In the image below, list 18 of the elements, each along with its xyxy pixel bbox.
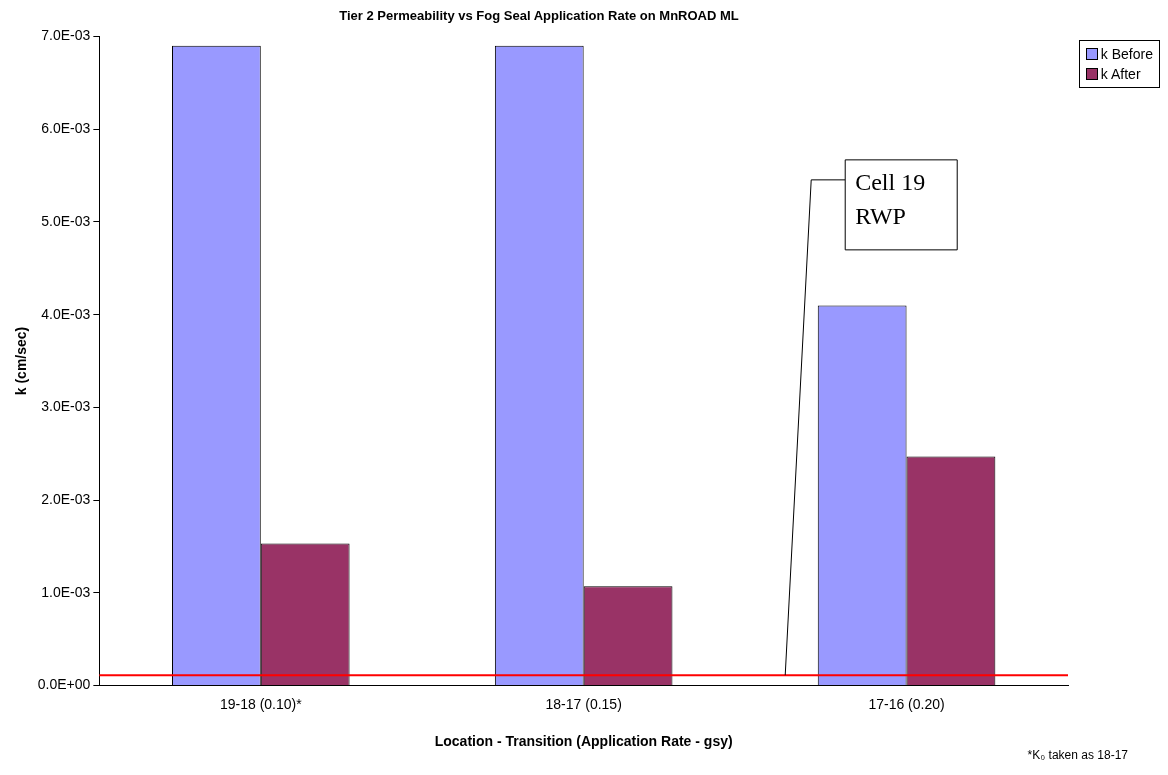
y-tick-label: 7.0E-03 [41,27,91,44]
x-tick-label: 18-17 (0.15) [545,695,622,712]
y-axis-title: k (cm/sec) [13,326,30,396]
ref-line-label: Cell 19 RWP [855,169,926,230]
y-tick-label: 0.0E+00 [37,676,91,693]
y-tick-label: 5.0E-03 [41,212,91,229]
chart-title: Tier 2 Permeability vs Fog Seal Application Rate on MnROAD ML [339,8,739,24]
y-tick-label: 4.0E-03 [41,305,91,322]
y-tick-label: 6.0E-03 [41,120,91,137]
y-tick-label: 3.0E-03 [41,398,91,415]
text: *K₀ taken as 18-17 [1027,748,1128,762]
y-tick-label: 2.0E-03 [41,490,91,507]
legend-label: k After [1100,65,1141,84]
x-axis-title: Location - Transition (Application Rate - gsy) [434,733,733,750]
x-tick-label: 17-16 (0.20) [868,695,945,712]
x-tick-label: 19-18 (0.10)* [219,695,303,712]
legend-label: k Before [1100,45,1153,64]
y-tick-label: 1.0E-03 [41,583,91,600]
